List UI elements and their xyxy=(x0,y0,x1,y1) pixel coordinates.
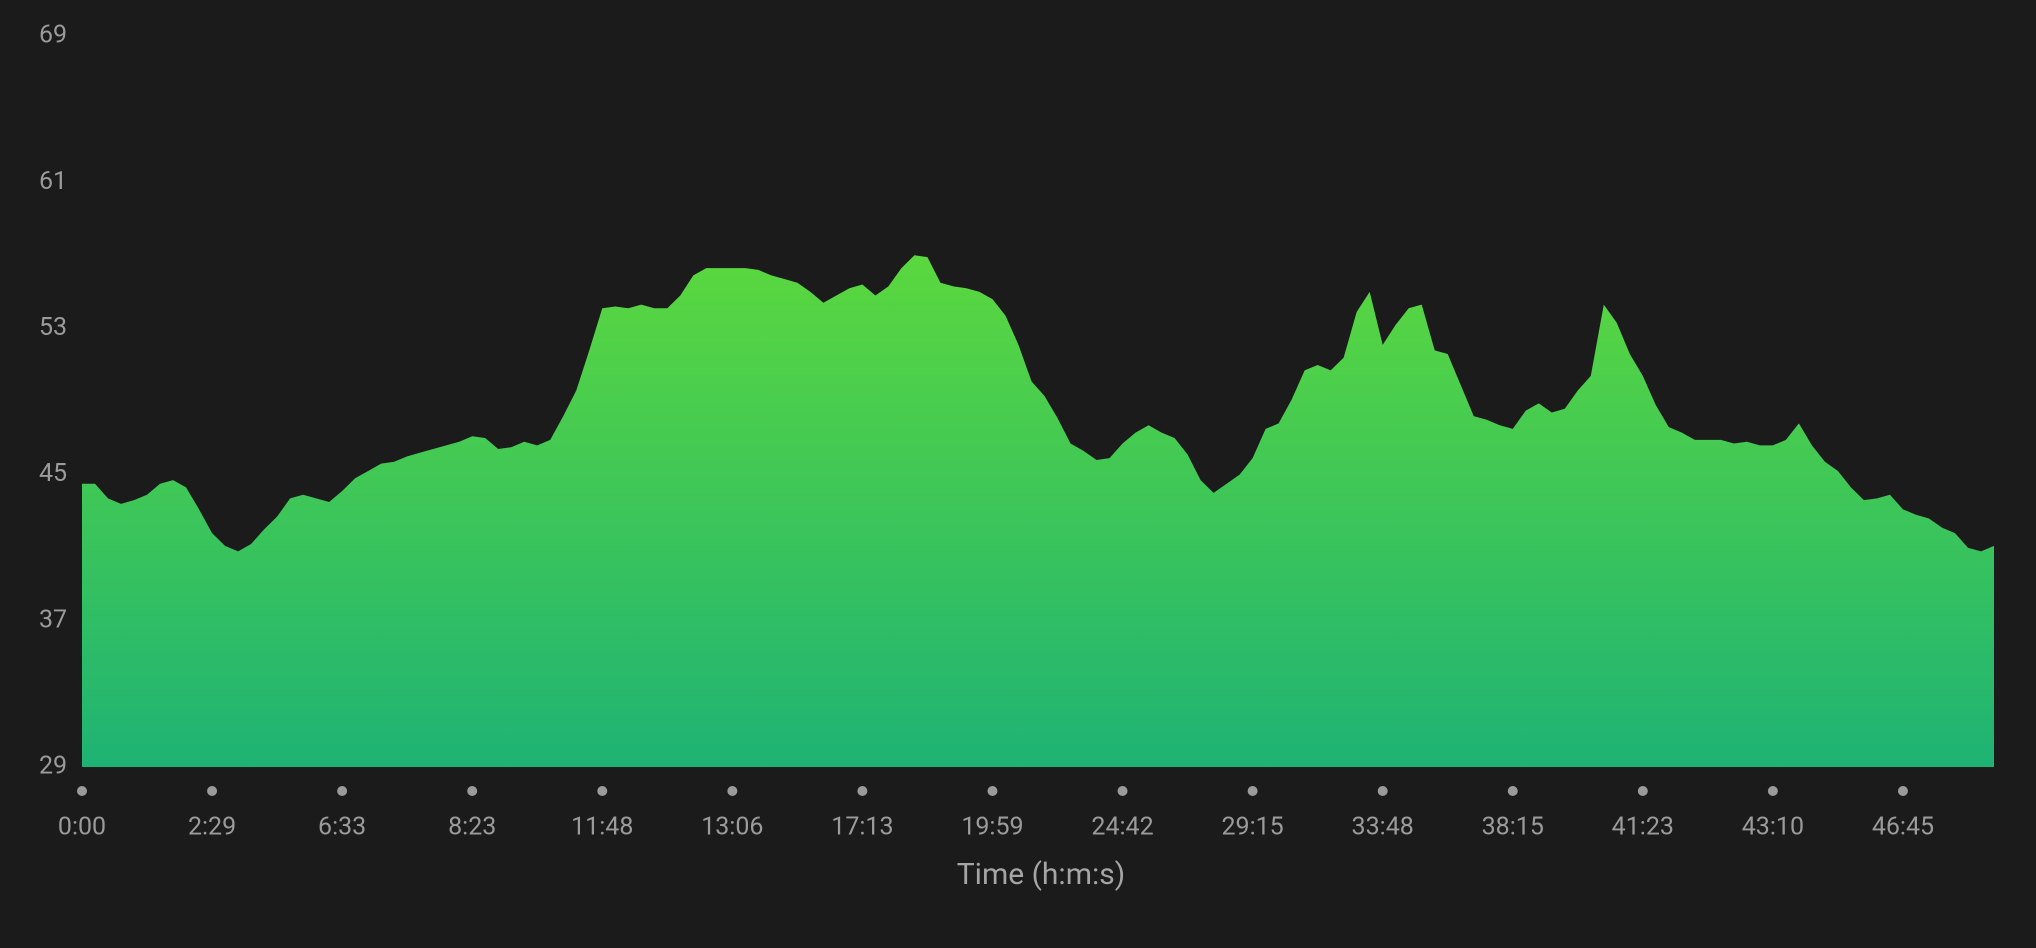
x-tick-dot xyxy=(987,786,998,796)
y-tick-label: 37 xyxy=(39,605,67,634)
x-tick-dot xyxy=(727,786,738,796)
x-tick-label: 33:48 xyxy=(1352,813,1414,842)
x-tick-label: 8:23 xyxy=(448,813,496,842)
x-tick-label: 2:29 xyxy=(188,813,236,842)
x-tick-dot xyxy=(1377,786,1388,796)
x-tick-label: 46:45 xyxy=(1872,813,1934,842)
x-tick-dot xyxy=(77,786,87,796)
x-tick-dot xyxy=(1117,786,1128,796)
y-tick-label: 45 xyxy=(39,459,67,488)
x-tick-dot xyxy=(1247,786,1258,796)
x-tick-dot xyxy=(337,786,348,796)
y-tick-label: 53 xyxy=(39,313,67,342)
x-tick-dot xyxy=(467,786,478,796)
x-tick-dot xyxy=(1897,786,1908,796)
x-tick-label: 13:06 xyxy=(701,813,763,842)
y-tick-label: 69 xyxy=(39,21,67,50)
x-tick-label: 6:33 xyxy=(318,813,366,842)
x-tick-dot xyxy=(597,786,608,796)
y-tick-label: 61 xyxy=(39,167,67,196)
x-tick-label: 24:42 xyxy=(1091,813,1153,842)
x-tick-label: 29:15 xyxy=(1221,813,1283,842)
x-tick-dot xyxy=(857,786,868,796)
x-tick-dot xyxy=(1637,786,1648,796)
x-tick-label: 38:15 xyxy=(1482,813,1544,842)
x-tick-label: 0:00 xyxy=(58,813,106,842)
x-tick-label: 19:59 xyxy=(961,813,1023,842)
area xyxy=(82,255,1994,768)
x-tick-label: 17:13 xyxy=(831,813,893,842)
x-tick-dot xyxy=(1507,786,1518,796)
x-tick-dot xyxy=(207,786,218,796)
x-tick-label: 43:10 xyxy=(1742,813,1804,842)
x-tick-label: 11:48 xyxy=(571,813,633,842)
x-tick-label: 41:23 xyxy=(1612,813,1674,842)
x-axis-title: Time (h:m:s) xyxy=(957,857,1125,892)
x-tick-dot xyxy=(1767,786,1778,796)
y-tick-label: 29 xyxy=(39,752,67,781)
